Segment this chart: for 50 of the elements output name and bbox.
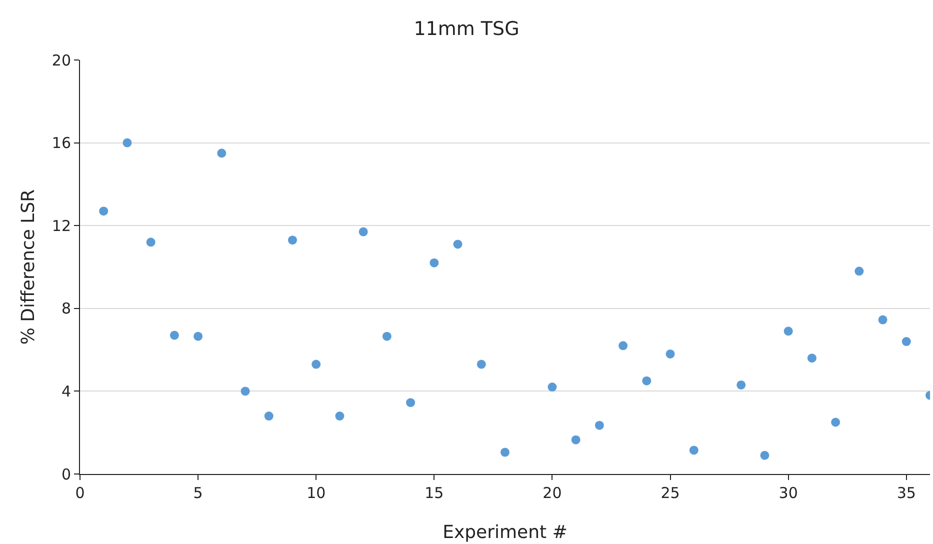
y-tick-label: 20 bbox=[52, 51, 71, 70]
point bbox=[146, 238, 156, 247]
y-tick-label: 12 bbox=[52, 216, 71, 235]
point bbox=[194, 332, 203, 341]
point bbox=[784, 326, 793, 336]
point bbox=[288, 236, 297, 245]
point bbox=[122, 138, 132, 148]
point bbox=[170, 330, 179, 340]
point bbox=[240, 386, 250, 396]
y-tick-label: 16 bbox=[52, 134, 71, 152]
point bbox=[382, 332, 392, 341]
point bbox=[689, 446, 698, 455]
y-tick-label: 0 bbox=[61, 465, 71, 484]
point bbox=[831, 418, 840, 427]
point bbox=[453, 240, 462, 249]
x-tick-label: 0 bbox=[75, 484, 85, 502]
point bbox=[312, 360, 321, 369]
point bbox=[264, 412, 274, 421]
x-axis-title: Experiment # bbox=[442, 522, 568, 543]
point bbox=[878, 315, 888, 324]
point bbox=[358, 227, 368, 236]
x-tick-label: 35 bbox=[896, 484, 916, 502]
point bbox=[571, 435, 580, 444]
point bbox=[854, 266, 864, 276]
x-tick-label: 30 bbox=[778, 484, 798, 502]
point bbox=[476, 360, 486, 369]
point bbox=[807, 354, 816, 363]
point bbox=[430, 258, 439, 268]
point bbox=[666, 349, 675, 358]
point bbox=[335, 412, 344, 421]
y-axis-title: % Difference LSR bbox=[18, 189, 39, 345]
x-tick-label: 5 bbox=[193, 484, 203, 502]
x-tick-label: 10 bbox=[306, 484, 326, 502]
point bbox=[99, 206, 108, 216]
y-tick-label: 4 bbox=[61, 382, 71, 400]
point bbox=[217, 148, 226, 158]
point bbox=[618, 341, 628, 350]
x-tick-label: 25 bbox=[660, 484, 680, 502]
chart-title: 11mm TSG bbox=[414, 18, 520, 40]
point bbox=[500, 448, 510, 457]
point bbox=[406, 398, 416, 408]
point bbox=[548, 382, 557, 392]
y-tick-label: 8 bbox=[61, 300, 71, 318]
x-tick-label: 15 bbox=[424, 484, 444, 502]
point bbox=[736, 380, 746, 390]
point bbox=[594, 420, 604, 430]
x-tick-label: 20 bbox=[542, 484, 562, 502]
point bbox=[642, 376, 652, 386]
point bbox=[760, 450, 770, 460]
point bbox=[902, 337, 911, 346]
